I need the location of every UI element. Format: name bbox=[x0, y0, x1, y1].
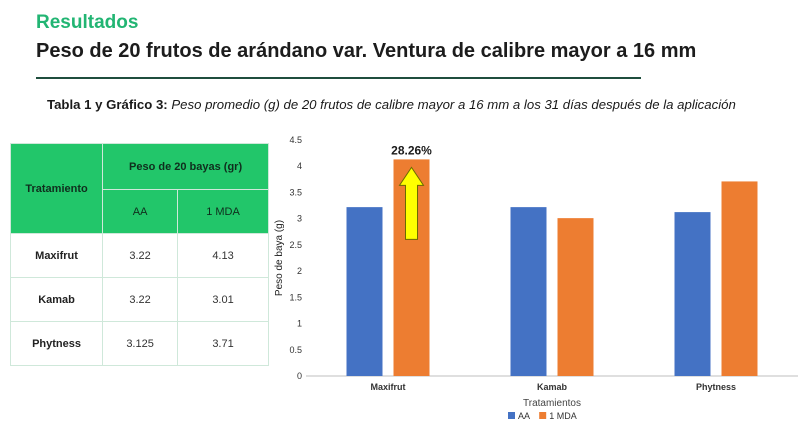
bar-chart: 0 0.5 1 1.5 2 2.5 3 3.5 4 4.5 Maxifrut Kamab Phytnes… bbox=[274, 135, 798, 421]
y-tick-label: 2 bbox=[297, 266, 302, 276]
annotation-label: 28.26% bbox=[391, 143, 432, 157]
up-arrow-icon bbox=[398, 166, 425, 240]
y-tick-label: 3.5 bbox=[289, 187, 302, 197]
x-tick-label: Kamab bbox=[537, 382, 568, 392]
y-tick-label: 3 bbox=[297, 214, 302, 224]
section-label: Resultados bbox=[36, 12, 139, 33]
y-axis-title: Peso de baya (g) bbox=[274, 220, 285, 296]
table-header-row: Tratamiento Peso de 20 bayas (gr) bbox=[9, 143, 269, 234]
caption-text: Peso promedio (g) de 20 frutos de calibr… bbox=[171, 97, 736, 112]
y-tick-label: 4 bbox=[297, 161, 302, 171]
legend-label: 1 MDA bbox=[549, 411, 577, 421]
legend-swatch bbox=[508, 412, 515, 419]
y-tick-label: 4.5 bbox=[289, 135, 302, 145]
bar-aa bbox=[346, 207, 383, 376]
y-tick-label: 1.5 bbox=[289, 292, 302, 302]
table-cell: 3.22 bbox=[102, 277, 179, 322]
table-cell: 3.22 bbox=[102, 233, 179, 278]
legend-label: AA bbox=[518, 411, 530, 421]
table-cell: 4.13 bbox=[177, 233, 269, 278]
bar-1-mda bbox=[721, 181, 758, 376]
page-title: Peso de 20 frutos de arándano var. Ventu… bbox=[36, 40, 697, 62]
table-row-label: Phytness bbox=[9, 321, 104, 366]
results-table: Tratamiento Peso de 20 bayas (gr) AA 1 M… bbox=[9, 143, 269, 366]
table-cell: 3.01 bbox=[177, 277, 269, 322]
table-row: Maxifrut 3.22 4.13 bbox=[9, 233, 269, 278]
table-cell: 3.125 bbox=[102, 321, 179, 366]
x-tick-label: Phytness bbox=[696, 382, 736, 392]
table-subheader-row: AA 1 MDA bbox=[11, 189, 269, 234]
table-header-1mda: 1 MDA bbox=[177, 189, 269, 234]
table-row: Phytness 3.125 3.71 bbox=[9, 321, 269, 366]
table-header-aa: AA bbox=[102, 189, 179, 234]
title-divider bbox=[36, 77, 641, 79]
table-row-label: Maxifrut bbox=[9, 233, 104, 278]
table-row-label: Kamab bbox=[9, 277, 104, 322]
caption-lead: Tabla 1 y Gráfico 3: bbox=[47, 97, 168, 112]
bar-1-mda bbox=[557, 218, 594, 376]
table-header-treatment: Tratamiento bbox=[9, 143, 104, 234]
table-cell: 3.71 bbox=[177, 321, 269, 366]
bar-aa bbox=[674, 212, 711, 376]
bar-aa bbox=[510, 207, 547, 376]
x-axis-title: Tratamientos bbox=[523, 398, 581, 409]
table-header-group: Peso de 20 bayas (gr) bbox=[102, 143, 269, 190]
legend-swatch bbox=[539, 412, 547, 419]
x-tick-label: Maxifrut bbox=[370, 382, 405, 392]
table-row: Kamab 3.22 3.01 bbox=[9, 277, 269, 322]
figure-caption: Tabla 1 y Gráfico 3: Peso promedio (g) d… bbox=[47, 97, 736, 112]
y-tick-label: 0 bbox=[297, 371, 302, 381]
y-tick-label: 1 bbox=[297, 319, 302, 329]
y-tick-label: 0.5 bbox=[289, 345, 302, 355]
y-tick-label: 2.5 bbox=[289, 240, 302, 250]
